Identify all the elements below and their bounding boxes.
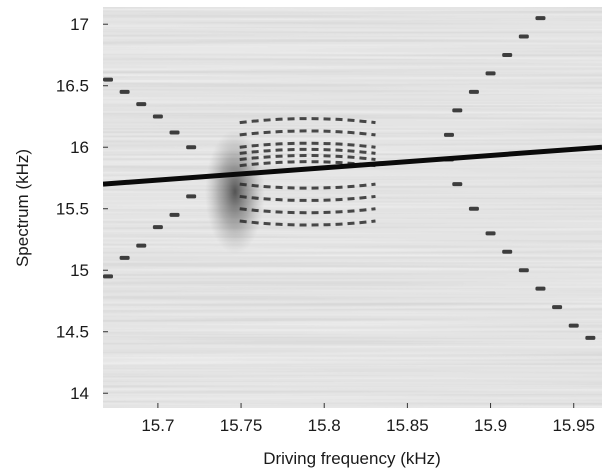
lower-left-branch-point bbox=[152, 225, 163, 230]
x-tick-label: 15.9 bbox=[474, 416, 507, 435]
fringe-row bbox=[239, 147, 376, 155]
x-tick-label: 15.95 bbox=[552, 416, 595, 435]
right-descending-branch-point bbox=[535, 286, 546, 291]
upper-left-branch-point bbox=[136, 102, 147, 107]
right-descending-branch-point bbox=[568, 323, 579, 328]
y-tick-label: 17 bbox=[70, 15, 89, 34]
fringe-row bbox=[239, 207, 376, 215]
x-tick-label: 15.8 bbox=[308, 416, 341, 435]
y-tick-label: 14 bbox=[70, 384, 89, 403]
fringe-row bbox=[239, 117, 376, 125]
lower-left-branch-point bbox=[103, 274, 113, 279]
right-descending-branch-point bbox=[518, 268, 529, 273]
upper-left-branch-point bbox=[169, 130, 180, 135]
upper-left-branch-point bbox=[103, 77, 113, 82]
fringe-row bbox=[239, 219, 376, 227]
right-descending-branch-point bbox=[468, 206, 479, 211]
fringe-row bbox=[239, 194, 376, 202]
right-descending-branch-point bbox=[502, 249, 513, 254]
lower-left-branch-point bbox=[186, 194, 197, 199]
lower-left-branch-point bbox=[169, 212, 180, 217]
y-tick-label: 14.5 bbox=[56, 323, 89, 342]
right-ascending-branch-point bbox=[485, 71, 496, 76]
fringe-row bbox=[239, 141, 376, 149]
series-line bbox=[103, 144, 602, 187]
right-descending-branch-point bbox=[552, 305, 563, 310]
upper-left-branch-point bbox=[152, 114, 163, 119]
lower-left-branch-point bbox=[119, 255, 130, 260]
lower-left-branch-point bbox=[136, 243, 147, 248]
y-tick-label: 15.5 bbox=[56, 200, 89, 219]
right-descending-branch-point bbox=[585, 335, 596, 340]
right-ascending-branch-point bbox=[452, 108, 463, 113]
y-tick-label: 15 bbox=[70, 261, 89, 280]
right-ascending-branch-point bbox=[468, 89, 479, 94]
spectrogram-noise bbox=[103, 7, 602, 408]
x-axis-title: Driving frequency (kHz) bbox=[263, 449, 441, 468]
x-tick-label: 15.75 bbox=[220, 416, 263, 435]
upper-left-branch-point bbox=[186, 145, 197, 150]
y-axis-title: Spectrum (kHz) bbox=[13, 149, 32, 267]
y-axis-ticks: 14 14.5 15 15.5 16 16.5 17 bbox=[56, 15, 108, 403]
series-layer bbox=[103, 144, 602, 187]
right-ascending-branch-point bbox=[535, 16, 546, 21]
dark-blob bbox=[205, 129, 266, 254]
right-ascending-branch-point bbox=[443, 132, 454, 137]
fringe-row bbox=[239, 182, 376, 190]
spectrogram-features bbox=[103, 16, 596, 340]
x-tick-label: 15.85 bbox=[386, 416, 429, 435]
x-tick-label: 15.7 bbox=[141, 416, 174, 435]
right-descending-branch-point bbox=[452, 182, 463, 187]
y-tick-label: 16.5 bbox=[56, 77, 89, 96]
y-tick-label: 16 bbox=[70, 138, 89, 157]
right-descending-branch-point bbox=[485, 231, 496, 236]
fringe-row bbox=[239, 129, 376, 137]
fringe-row bbox=[239, 154, 376, 162]
right-ascending-branch-point bbox=[518, 34, 529, 39]
right-ascending-branch-point bbox=[502, 52, 513, 57]
x-axis-ticks: 15.7 15.75 15.8 15.85 15.9 15.95 bbox=[141, 403, 595, 435]
upper-left-branch-point bbox=[119, 89, 130, 94]
